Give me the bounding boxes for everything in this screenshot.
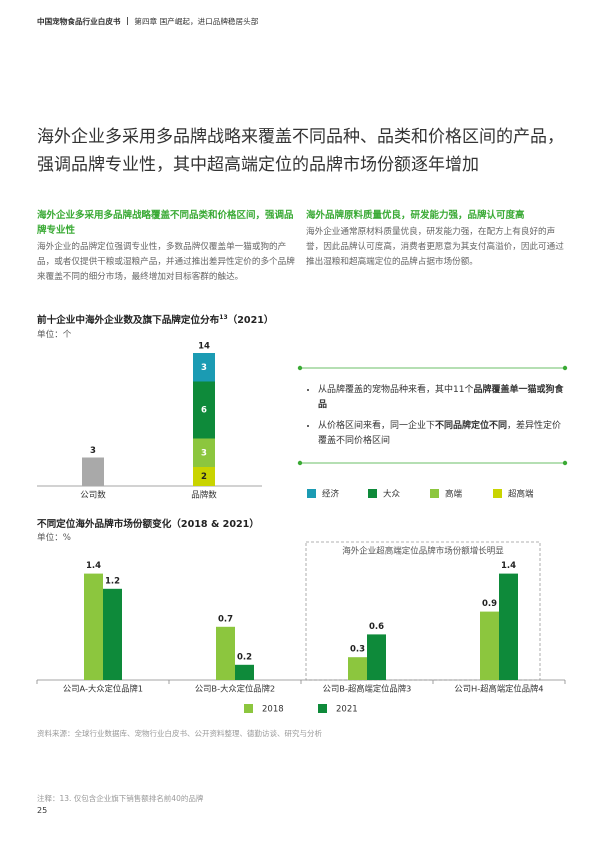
dot [297,460,303,466]
segment-label: 6 [201,406,207,416]
legend-swatch [430,489,439,498]
chart-title-text: 前十企业中海外企业数及旗下品牌定位分布 [37,315,220,326]
x-tick-label: 公司B-超高端定位品牌3 [323,684,412,694]
legend-swatch [244,704,253,713]
x-tick-label: 公司B-大众定位品牌2 [195,684,275,694]
note: 从品牌覆盖的宠物品种来看，其中11个品牌覆盖单一猫或狗食品 [318,383,570,413]
notes: 从品牌覆盖的宠物品种来看，其中11个品牌覆盖单一猫或狗食品从价格区间来看，同一企… [306,383,570,455]
segment-label: 3 [201,448,207,458]
legend-label: 高端 [445,489,463,500]
note: 从价格区间来看，同一企业下不同品牌定位不同，差异性定价覆盖不同价格区间 [318,419,570,449]
note-text: 不同品牌定位不同 [435,421,508,431]
legend-label: 大众 [383,489,401,500]
value-label: 0.7 [218,614,233,624]
header-chapter: 第四章 国产崛起，进口品牌稳居头部 [134,17,259,26]
value-label: 0.3 [350,645,365,655]
bar-segment [193,438,215,467]
bar-segment [193,381,215,439]
legend-swatch [318,704,327,713]
header-title: 中国宠物食品行业白皮书 [37,17,121,26]
column-body: 海外企业的品牌定位强调专业性，多数品牌仅覆盖单一猫或狗的产品，或者仅提供干粮或湿… [37,242,295,282]
annotation: 海外企业超高端定位品牌市场份额增长明显 [342,546,504,557]
bar [480,611,499,680]
legend-label: 超高端 [508,489,534,500]
bar [82,457,104,486]
legend-label: 2018 [262,705,284,715]
note-text: 品牌覆盖单一猫或狗食品 [318,385,564,410]
x-tick-label: 品牌数 [191,490,217,501]
bar [367,634,386,680]
bar [103,588,122,680]
value-label: 0.2 [237,652,252,662]
headline: 海外企业多采用多品牌战略来覆盖不同品种、品类和价格区间的产品，强调品牌专业性，其… [37,127,564,175]
bar [216,626,235,680]
total-label: 14 [198,342,210,352]
chart-subtitle: 单位：% [37,533,71,543]
header: 中国宠物食品行业白皮书 第四章 国产崛起，进口品牌稳居头部 [37,16,258,27]
note-text: 从价格区间来看，同一企业下 [318,421,436,431]
column-body: 海外企业通常原材料质量优良，研发能力强，在配方上有良好的声誉，因此品牌认可度高，… [306,227,564,267]
legend-label: 经济 [322,489,340,500]
segment-label: 2 [201,472,207,482]
footnote-ref: 13 [219,313,228,321]
legend-swatch [368,489,377,498]
page-number: 25 [37,806,48,815]
separator [126,17,128,25]
x-tick-label: 公司H-超高端定位品牌4 [454,684,543,694]
x-tick-label: 公司A-大众定位品牌1 [63,684,143,694]
bar-segment [193,353,215,382]
value-label: 1.4 [86,561,101,571]
legend-label: 2021 [336,705,358,715]
dot [297,365,303,371]
bar-segment [193,467,215,486]
column-heading: 海外企业多采用多品牌战略覆盖不同品类和价格区间，强调品牌专业性 [37,210,294,236]
note-text: 从品牌覆盖的宠物品种来看，其中11个 [318,385,474,395]
chart-title: 不同定位海外品牌市场份额变化（2018 & 2021） [37,519,259,530]
value-label: 1.4 [501,561,516,571]
value-label: 0.9 [482,599,497,609]
footnote: 注释：13. 仅包含企业旗下销售额排名前40的品牌 [37,794,204,803]
bar [348,657,367,680]
value-label: 3 [90,446,96,456]
legend-swatch [307,489,316,498]
chart-subtitle: 单位：个 [37,330,72,340]
dot [562,365,568,371]
bar [84,573,103,680]
bar [499,573,518,680]
annotation-box [305,541,541,681]
legend-swatch [493,489,502,498]
dot [562,460,568,466]
note-text: ，差异性定价覆盖不同价格区间 [318,421,562,446]
value-label: 0.6 [369,622,384,632]
x-tick-label: 公司数 [80,490,106,501]
segment-label: 3 [201,363,207,373]
bar [235,664,254,680]
source: 资料来源：全球行业数据库、宠物行业白皮书、公开资料整理、德勤访谈、研究与分析 [37,729,322,738]
column-heading: 海外品牌原料质量优良，研发能力强，品牌认可度高 [306,210,525,221]
chart-period: （2021） [227,315,274,326]
chart-title: 前十企业中海外企业数及旗下品牌定位分布13（2021） [37,312,274,326]
value-label: 1.2 [105,576,120,586]
